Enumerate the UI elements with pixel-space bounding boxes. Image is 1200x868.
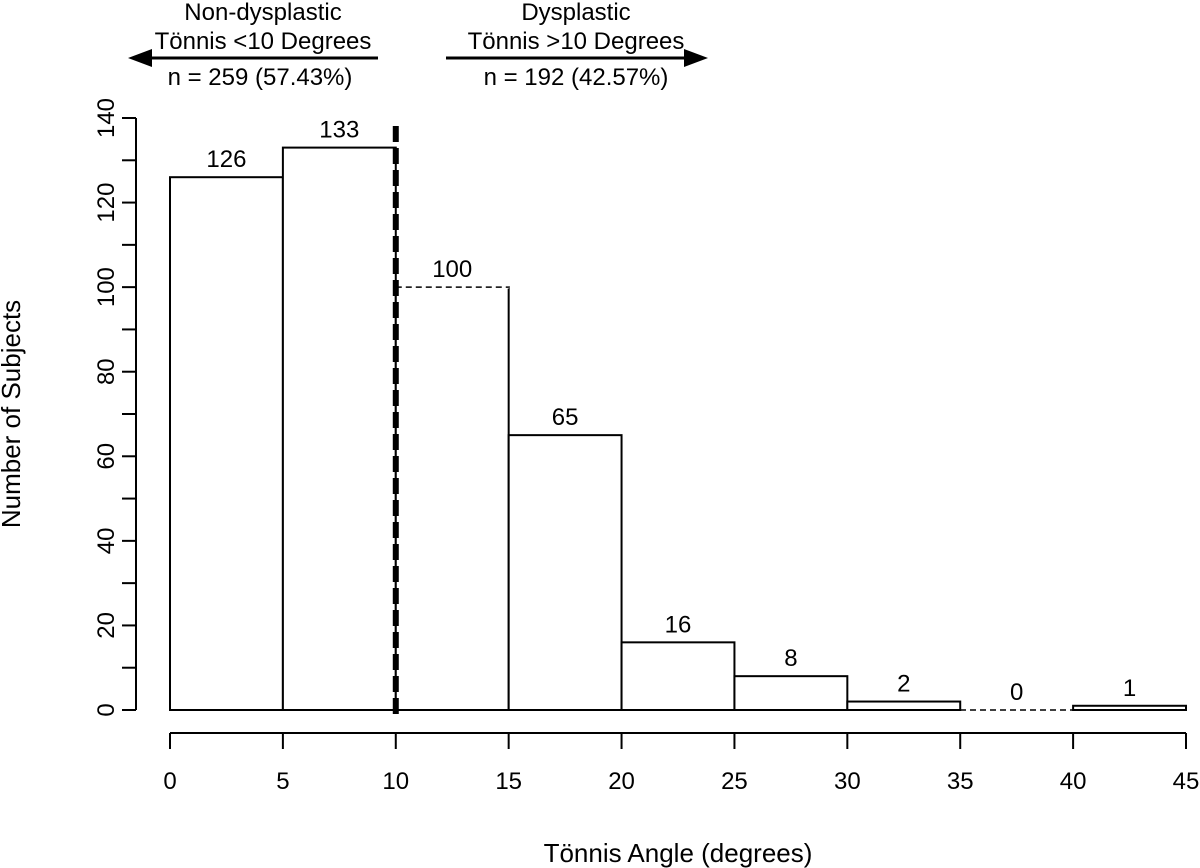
bar-5-10 [281, 146, 397, 712]
dysplastic-annotation: Dysplastic Tönnis >10 Degrees n = 192 (4… [446, 0, 708, 91]
x-tick-label: 0 [163, 768, 176, 795]
bar-label-10-15: 100 [432, 256, 472, 283]
bars-group [169, 146, 1187, 712]
bar-label-30-35: 2 [897, 671, 910, 698]
bar-label-40-45: 1 [1123, 675, 1136, 702]
bar-20-25 [620, 641, 736, 711]
bar-labels-group: 126 133 100 65 16 8 2 0 1 [206, 117, 1136, 706]
arrow-left-icon [128, 49, 152, 67]
y-tick-label: 120 [93, 183, 120, 223]
bar-0-5 [169, 176, 284, 711]
x-tick-label: 35 [947, 768, 974, 795]
bar-label-25-30: 8 [784, 645, 797, 672]
bar-40-45 [1072, 704, 1187, 711]
bar-label-5-10: 133 [319, 117, 359, 144]
y-tick-label: 100 [93, 267, 120, 307]
y-axis-title: Number of Subjects [0, 300, 26, 528]
y-tick-label: 20 [93, 612, 120, 639]
bar-label-0-5: 126 [206, 146, 246, 173]
x-tick-label: 25 [721, 768, 748, 795]
x-tick-label: 20 [608, 768, 635, 795]
annotation-left-line2: Tönnis <10 Degrees [155, 28, 372, 55]
bar-10-15 [394, 286, 510, 711]
x-tick-label: 15 [495, 768, 522, 795]
y-tick-label: 40 [93, 528, 120, 555]
annotation-left-line3: n = 259 (57.43%) [168, 64, 353, 91]
y-axis: 0 20 40 60 80 100 120 140 [93, 98, 137, 717]
annotation-right-line1: Dysplastic [521, 0, 630, 26]
x-tick-label: 10 [382, 768, 409, 795]
y-tick-label: 0 [93, 703, 120, 716]
x-tick-label: 45 [1173, 768, 1200, 795]
x-tick-label: 5 [276, 768, 289, 795]
bar-30-35 [846, 700, 962, 711]
x-axis: 0 5 10 15 20 25 30 35 40 45 [163, 732, 1200, 795]
x-axis-title: Tönnis Angle (degrees) [544, 838, 813, 868]
arrow-right-icon [684, 49, 708, 67]
bar-label-20-25: 16 [665, 611, 692, 638]
annotation-left-line1: Non-dysplastic [184, 0, 341, 26]
y-tick-label: 140 [93, 98, 120, 138]
annotation-right-line2: Tönnis >10 Degrees [468, 28, 685, 55]
y-tick-label: 60 [93, 443, 120, 470]
bar-label-35-40: 0 [1010, 679, 1023, 706]
y-tick-label: 80 [93, 358, 120, 385]
annotation-right-line3: n = 192 (42.57%) [484, 64, 669, 91]
bar-label-15-20: 65 [552, 404, 579, 431]
non-dysplastic-annotation: Non-dysplastic Tönnis <10 Degrees n = 25… [128, 0, 378, 91]
x-tick-label: 30 [834, 768, 861, 795]
bar-15-20 [507, 434, 623, 711]
bar-25-30 [733, 675, 849, 712]
x-tick-label: 40 [1060, 768, 1087, 795]
